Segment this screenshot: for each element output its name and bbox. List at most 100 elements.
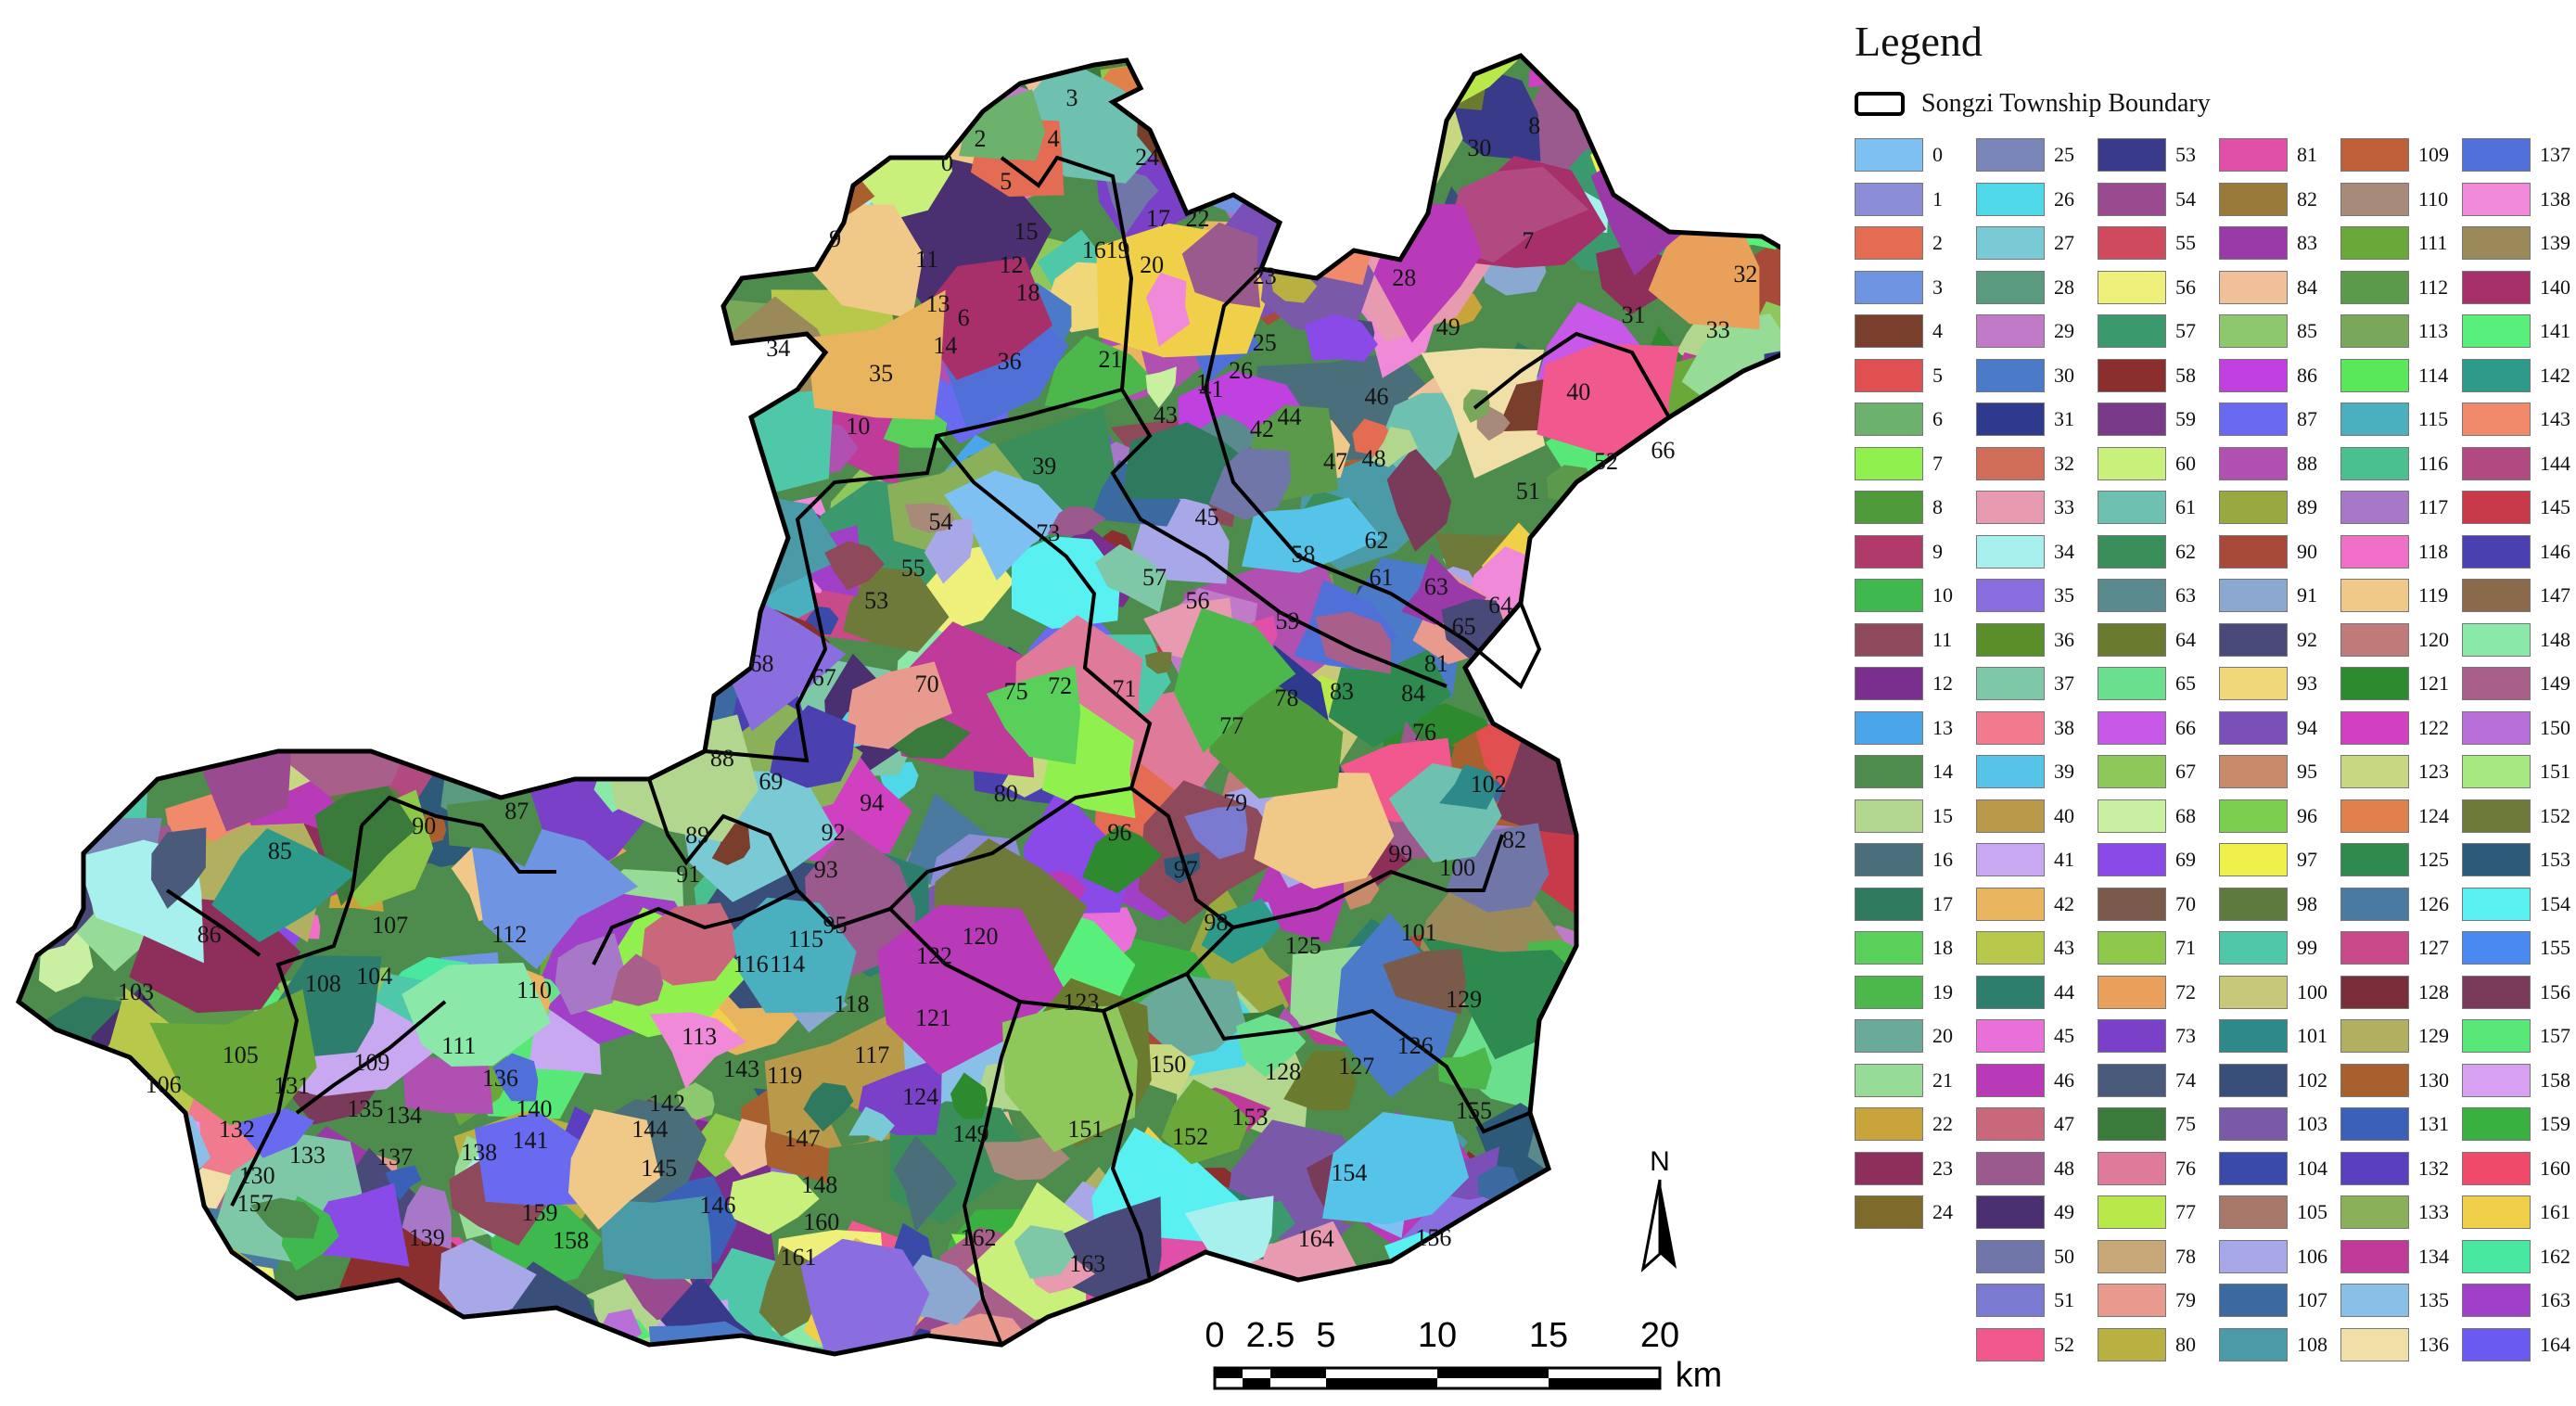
legend-swatch [2462, 931, 2531, 965]
legend-label: 148 [2540, 627, 2570, 651]
legend-label: 76 [2175, 1156, 2196, 1180]
legend-item: 139 [2462, 223, 2576, 263]
legend-label: 71 [2175, 936, 2196, 959]
map-region-label: 140 [516, 1095, 553, 1122]
map-region-label: 145 [641, 1155, 677, 1182]
legend-label: 157 [2540, 1024, 2570, 1047]
legend-label: 44 [2054, 979, 2074, 1003]
legend-label: 91 [2297, 583, 2317, 607]
legend-label: 128 [2418, 979, 2449, 1003]
legend-label: 163 [2540, 1288, 2570, 1311]
map-region-label: 122 [916, 942, 952, 969]
legend-swatch [1976, 358, 2045, 392]
scale-bar: 0 2.5 5 10 15 20 km [1205, 1316, 1722, 1395]
legend-item: 34 [1976, 531, 2091, 572]
scale-tick-label: 0 [1205, 1316, 1224, 1355]
legend-swatch [1855, 843, 1923, 876]
legend-label: 7 [1932, 451, 1943, 475]
legend-item: 44 [1976, 972, 2091, 1013]
legend-item: 88 [2219, 443, 2334, 484]
legend-swatch [1855, 579, 1923, 612]
legend-swatch [1855, 138, 1923, 172]
legend-item: 97 [2219, 839, 2334, 880]
map-region-label: 73 [1036, 519, 1060, 546]
map-region-label: 104 [356, 963, 392, 990]
legend-swatch [1976, 534, 2045, 569]
map-region-label: 114 [770, 951, 805, 978]
map-region-label: 69 [759, 768, 783, 795]
map-region-label: 148 [801, 1171, 837, 1198]
map-region-label: 150 [1150, 1051, 1186, 1078]
legend-item: 99 [2219, 927, 2334, 968]
legend-item: 70 [2098, 884, 2213, 925]
legend-swatch [2462, 138, 2531, 172]
legend-swatch [1855, 270, 1923, 304]
legend-swatch [2219, 887, 2288, 921]
legend-item: 73 [2098, 1016, 2213, 1056]
map-region-label: 41 [1199, 376, 1223, 403]
map-region-label: 81 [1424, 650, 1448, 677]
legend-swatch [1976, 843, 2045, 876]
map-region-label: 65 [1452, 613, 1476, 640]
legend-label: 43 [2054, 936, 2074, 959]
legend-swatch [1855, 403, 1923, 436]
legend-label: 100 [2297, 979, 2327, 1003]
legend-swatch [2098, 1239, 2166, 1273]
legend-item: 15 [1855, 796, 1970, 837]
map-region-label: 153 [1231, 1104, 1268, 1131]
legend-item: 103 [2219, 1104, 2334, 1144]
legend-label: 21 [1932, 1067, 1953, 1092]
legend-item: 54 [2098, 179, 2213, 220]
map-region-label: 12 [1000, 251, 1024, 278]
legend-swatch [2462, 579, 2531, 612]
legend-label: 116 [2418, 451, 2449, 475]
legend-item: 0 [1855, 134, 1970, 175]
map-region-label: 18 [1015, 279, 1039, 306]
map-region-label: 20 [1140, 251, 1164, 278]
legend-label: 146 [2540, 539, 2570, 563]
legend-item: 114 [2340, 355, 2455, 396]
legend-label: 24 [1932, 1200, 1953, 1223]
legend-label: 62 [2175, 539, 2196, 563]
legend-item: 121 [2340, 663, 2455, 704]
legend-label: 115 [2418, 407, 2449, 430]
map-region-label: 152 [1172, 1123, 1208, 1150]
map-region-label: 129 [1446, 986, 1482, 1013]
legend-swatch [2340, 710, 2409, 745]
legend-label: 2 [1932, 231, 1943, 254]
legend-label: 41 [2054, 848, 2074, 871]
legend-label: 35 [2054, 583, 2074, 607]
legend-item: 115 [2340, 399, 2455, 440]
legend-label: 147 [2540, 583, 2570, 607]
map-region-label: 54 [928, 508, 952, 535]
map-region-label: 109 [353, 1049, 389, 1076]
map-region-label: 97 [1174, 856, 1198, 883]
legend-swatch [1855, 446, 1923, 480]
legend-item: 87 [2219, 399, 2334, 440]
legend-label: 56 [2175, 275, 2196, 299]
legend-swatch [2219, 182, 2288, 216]
legend-item: 83 [2219, 223, 2334, 263]
legend-label: 155 [2540, 936, 2570, 959]
legend-swatch [2219, 358, 2288, 392]
legend-label: 10 [1932, 583, 1953, 607]
legend-swatch [2462, 534, 2531, 569]
legend-label: 156 [2540, 979, 2570, 1003]
legend-label: 121 [2418, 671, 2449, 695]
legend-swatch [2098, 799, 2166, 833]
legend-item: 108 [2219, 1324, 2334, 1365]
legend-swatch [2219, 843, 2288, 876]
legend-label: 92 [2297, 627, 2317, 651]
legend-boundary-entry: Songzi Township Boundary [1855, 85, 2211, 122]
legend-item: 2 [1855, 223, 1970, 263]
legend-swatch [1976, 1151, 2045, 1185]
legend-label: 45 [2054, 1024, 2074, 1047]
legend-label: 137 [2540, 143, 2570, 166]
legend-label: 40 [2054, 803, 2074, 827]
legend-item: 57 [2098, 311, 2213, 352]
map-region-label: 25 [1253, 329, 1277, 356]
legend-label: 97 [2297, 848, 2317, 871]
legend-swatch [2462, 403, 2531, 436]
legend-swatch [2219, 1239, 2288, 1273]
legend-swatch [2098, 667, 2166, 700]
